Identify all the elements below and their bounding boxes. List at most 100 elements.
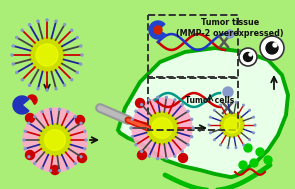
Circle shape: [250, 159, 258, 167]
Circle shape: [85, 139, 87, 141]
Circle shape: [191, 118, 193, 120]
Circle shape: [76, 115, 84, 125]
Circle shape: [253, 116, 254, 118]
Circle shape: [41, 111, 43, 113]
Circle shape: [67, 111, 69, 113]
Circle shape: [25, 150, 35, 160]
Circle shape: [220, 104, 221, 106]
Circle shape: [226, 30, 234, 38]
Circle shape: [28, 122, 30, 124]
Circle shape: [24, 148, 26, 150]
Circle shape: [191, 136, 193, 138]
Circle shape: [273, 43, 277, 47]
Circle shape: [253, 132, 254, 134]
Circle shape: [187, 144, 189, 146]
Circle shape: [55, 88, 57, 90]
Circle shape: [34, 116, 36, 118]
Polygon shape: [118, 48, 288, 177]
Circle shape: [36, 44, 58, 66]
Circle shape: [84, 130, 86, 132]
Circle shape: [244, 144, 252, 152]
Circle shape: [178, 153, 188, 163]
Circle shape: [187, 110, 189, 112]
Circle shape: [80, 122, 82, 124]
Circle shape: [12, 45, 14, 47]
Circle shape: [25, 114, 35, 122]
Circle shape: [239, 161, 247, 169]
Circle shape: [50, 170, 52, 172]
Circle shape: [67, 167, 69, 169]
Circle shape: [132, 98, 192, 158]
Circle shape: [21, 79, 23, 81]
Circle shape: [37, 20, 39, 22]
Circle shape: [209, 132, 211, 134]
Circle shape: [227, 101, 229, 103]
Circle shape: [174, 155, 176, 157]
Circle shape: [152, 118, 172, 138]
Circle shape: [131, 136, 133, 138]
Circle shape: [80, 63, 82, 65]
Circle shape: [192, 127, 194, 129]
Circle shape: [266, 42, 278, 54]
Circle shape: [235, 101, 237, 103]
Circle shape: [256, 148, 264, 156]
Circle shape: [28, 84, 31, 86]
Text: Tumor tissue
(MMP-2 overexpressed): Tumor tissue (MMP-2 overexpressed): [176, 18, 284, 38]
Circle shape: [214, 139, 215, 141]
Circle shape: [135, 110, 137, 112]
Circle shape: [148, 155, 150, 157]
Circle shape: [165, 158, 167, 160]
Text: Tumor cells: Tumor cells: [185, 96, 235, 105]
Circle shape: [235, 147, 237, 148]
Circle shape: [239, 48, 257, 66]
Circle shape: [146, 112, 178, 144]
Circle shape: [45, 130, 65, 150]
Circle shape: [16, 71, 18, 74]
Wedge shape: [154, 26, 162, 34]
Circle shape: [74, 116, 76, 118]
Circle shape: [260, 36, 284, 60]
Circle shape: [148, 99, 150, 101]
Circle shape: [24, 130, 26, 132]
Circle shape: [41, 167, 43, 169]
Circle shape: [12, 63, 14, 65]
Circle shape: [58, 108, 60, 110]
Circle shape: [130, 127, 132, 129]
Circle shape: [243, 144, 244, 146]
Circle shape: [55, 20, 57, 22]
Circle shape: [220, 113, 244, 137]
Circle shape: [214, 109, 215, 111]
Wedge shape: [13, 96, 29, 114]
Circle shape: [181, 150, 183, 152]
Circle shape: [249, 109, 250, 111]
Wedge shape: [149, 21, 166, 39]
Circle shape: [30, 38, 64, 72]
Circle shape: [46, 89, 48, 91]
Circle shape: [16, 36, 18, 39]
Circle shape: [135, 98, 145, 108]
Circle shape: [76, 71, 78, 74]
Circle shape: [137, 150, 147, 160]
Circle shape: [165, 96, 167, 98]
Circle shape: [28, 24, 31, 26]
Circle shape: [174, 99, 176, 101]
Circle shape: [220, 144, 221, 146]
Circle shape: [71, 79, 73, 81]
Circle shape: [131, 118, 133, 120]
Circle shape: [39, 124, 71, 156]
Circle shape: [23, 139, 25, 141]
Circle shape: [28, 156, 30, 158]
Circle shape: [84, 148, 86, 150]
Circle shape: [63, 84, 65, 86]
Circle shape: [76, 36, 78, 39]
Circle shape: [50, 166, 60, 174]
Wedge shape: [28, 95, 37, 104]
Circle shape: [141, 150, 143, 152]
Circle shape: [135, 144, 137, 146]
Circle shape: [243, 53, 253, 61]
Circle shape: [243, 104, 244, 106]
Circle shape: [157, 158, 158, 160]
Circle shape: [23, 108, 87, 172]
Circle shape: [249, 53, 252, 56]
Circle shape: [78, 153, 86, 163]
